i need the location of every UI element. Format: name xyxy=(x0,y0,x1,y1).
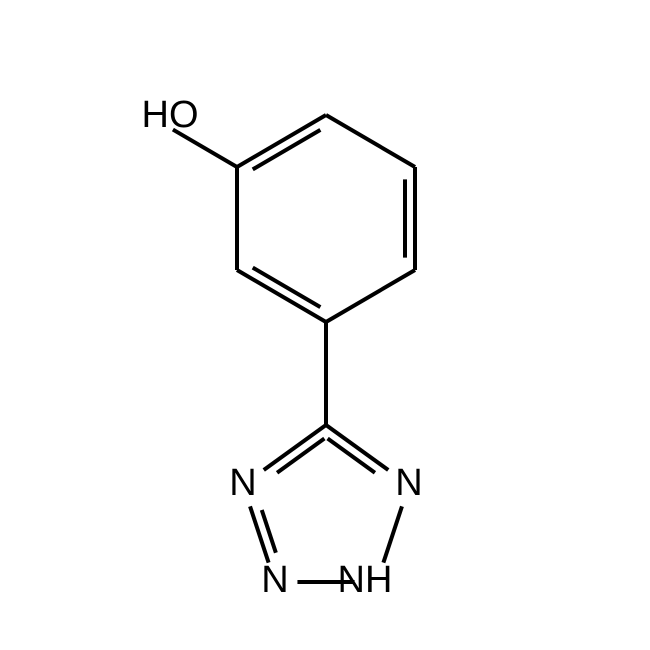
atom-label: HO xyxy=(142,94,199,136)
atom-label: NH xyxy=(338,559,393,601)
atom-label: N xyxy=(229,462,256,504)
atom-label: N xyxy=(395,462,422,504)
atom-label: N xyxy=(261,559,288,601)
molecule-diagram: HO N N N NH xyxy=(0,0,650,650)
